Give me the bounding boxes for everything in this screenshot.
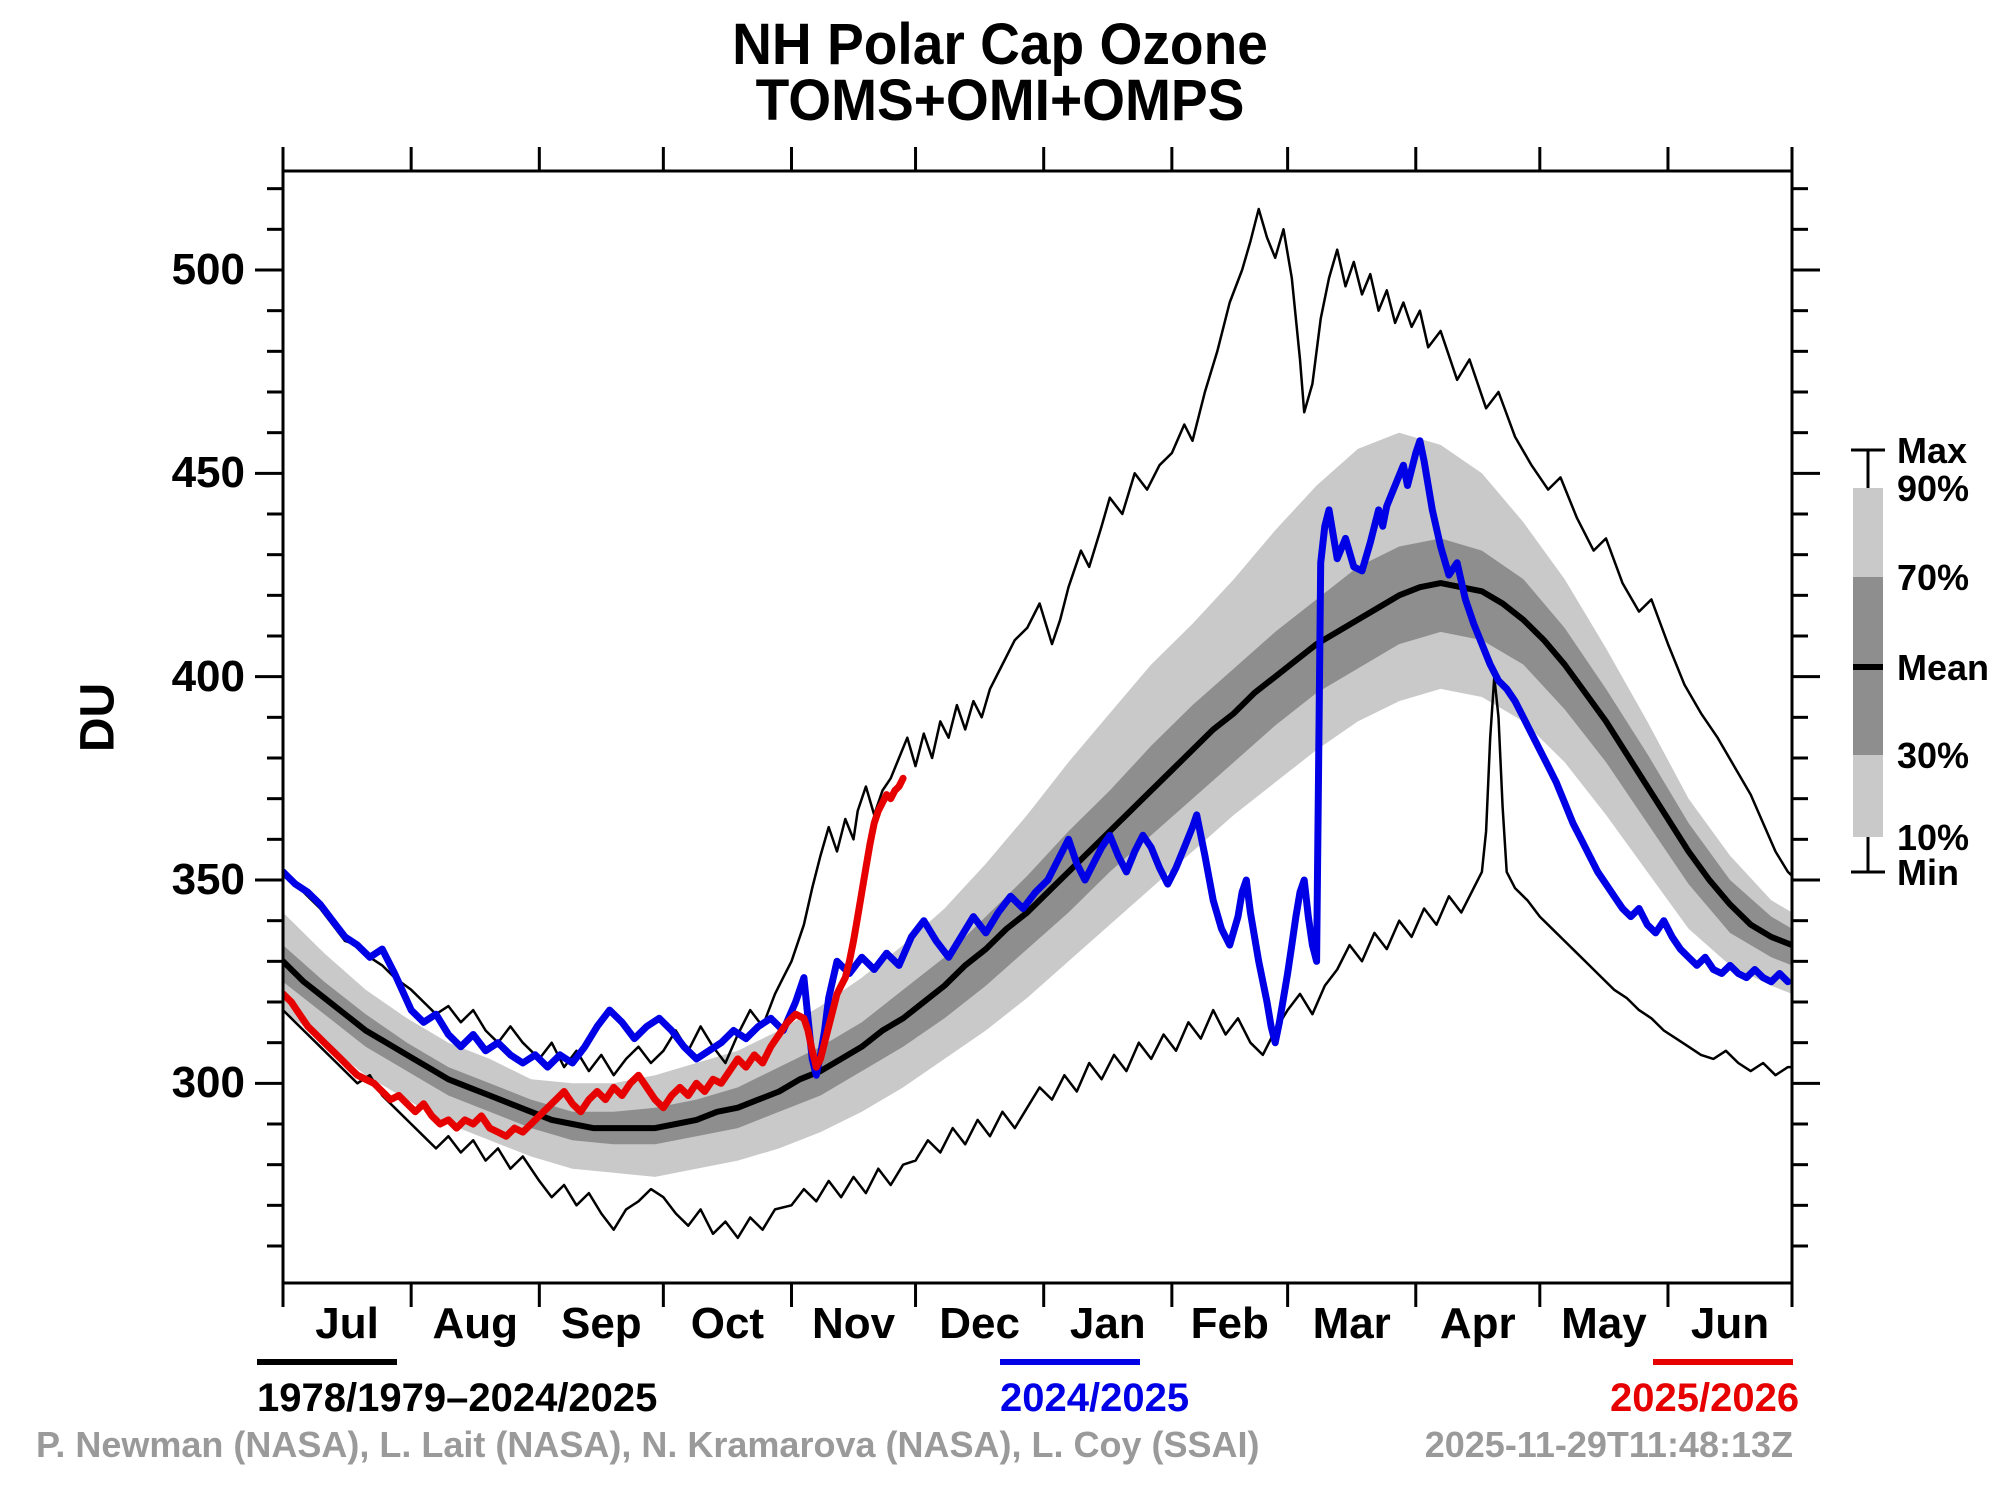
legend-label-min: Min [1897, 852, 1959, 893]
y-tick-label-450: 450 [171, 448, 245, 498]
min-line [283, 675, 1792, 1240]
x-month-label-jul: Jul [315, 1299, 379, 1348]
legend-label-70pct: 70% [1897, 557, 1970, 598]
x-month-label-oct: Oct [690, 1299, 765, 1348]
x-month-label-mar: Mar [1312, 1299, 1391, 1348]
x-month-label-feb: Feb [1190, 1299, 1269, 1348]
band-30-70 [283, 538, 1792, 1145]
climatology-range-label: 1978/1979–2024/2025 [257, 1376, 658, 1420]
y-tick-label-400: 400 [171, 651, 245, 701]
legend-label-30pct: 30% [1897, 735, 1970, 776]
legend-label-90pct: 90% [1897, 468, 1970, 509]
credits-text: P. Newman (NASA), L. Lait (NASA), N. Kra… [36, 1424, 1260, 1465]
mean-line [283, 580, 1792, 1132]
x-month-label-sep: Sep [560, 1299, 642, 1348]
x-month-label-apr: Apr [1439, 1299, 1516, 1348]
current-year-label: 2025/2026 [1610, 1376, 1800, 1420]
x-month-label-jan: Jan [1069, 1299, 1146, 1348]
y-tick-label-500: 500 [171, 245, 245, 294]
y-tick-label-350: 350 [171, 855, 245, 904]
y-tick-label-300: 300 [171, 1058, 245, 1108]
x-month-label-may: May [1561, 1299, 1647, 1348]
previous-year-line [283, 437, 1792, 1079]
plot-border [281, 169, 1794, 1285]
chart-title-line2: TOMS+OMI+OMPS [755, 68, 1245, 133]
generation-timestamp: 2025-11-29T11:48:13Z [1424, 1424, 1793, 1465]
previous-year-label: 2024/2025 [1000, 1376, 1190, 1420]
legend-label-max: Max [1897, 430, 1968, 471]
current-year-line [283, 774, 907, 1140]
legend-band-10-30 [1853, 755, 1883, 837]
legend-label-mean: Mean [1897, 647, 1990, 688]
x-month-label-aug: Aug [432, 1299, 518, 1348]
x-month-label-nov: Nov [811, 1299, 896, 1348]
legend-label-10pct: 10% [1897, 817, 1970, 858]
x-month-label-jun: Jun [1690, 1299, 1770, 1348]
legend-band-70-90 [1853, 488, 1883, 577]
x-month-label-dec: Dec [939, 1299, 1020, 1348]
chart-title-line1: NH Polar Cap Ozone [732, 12, 1268, 77]
